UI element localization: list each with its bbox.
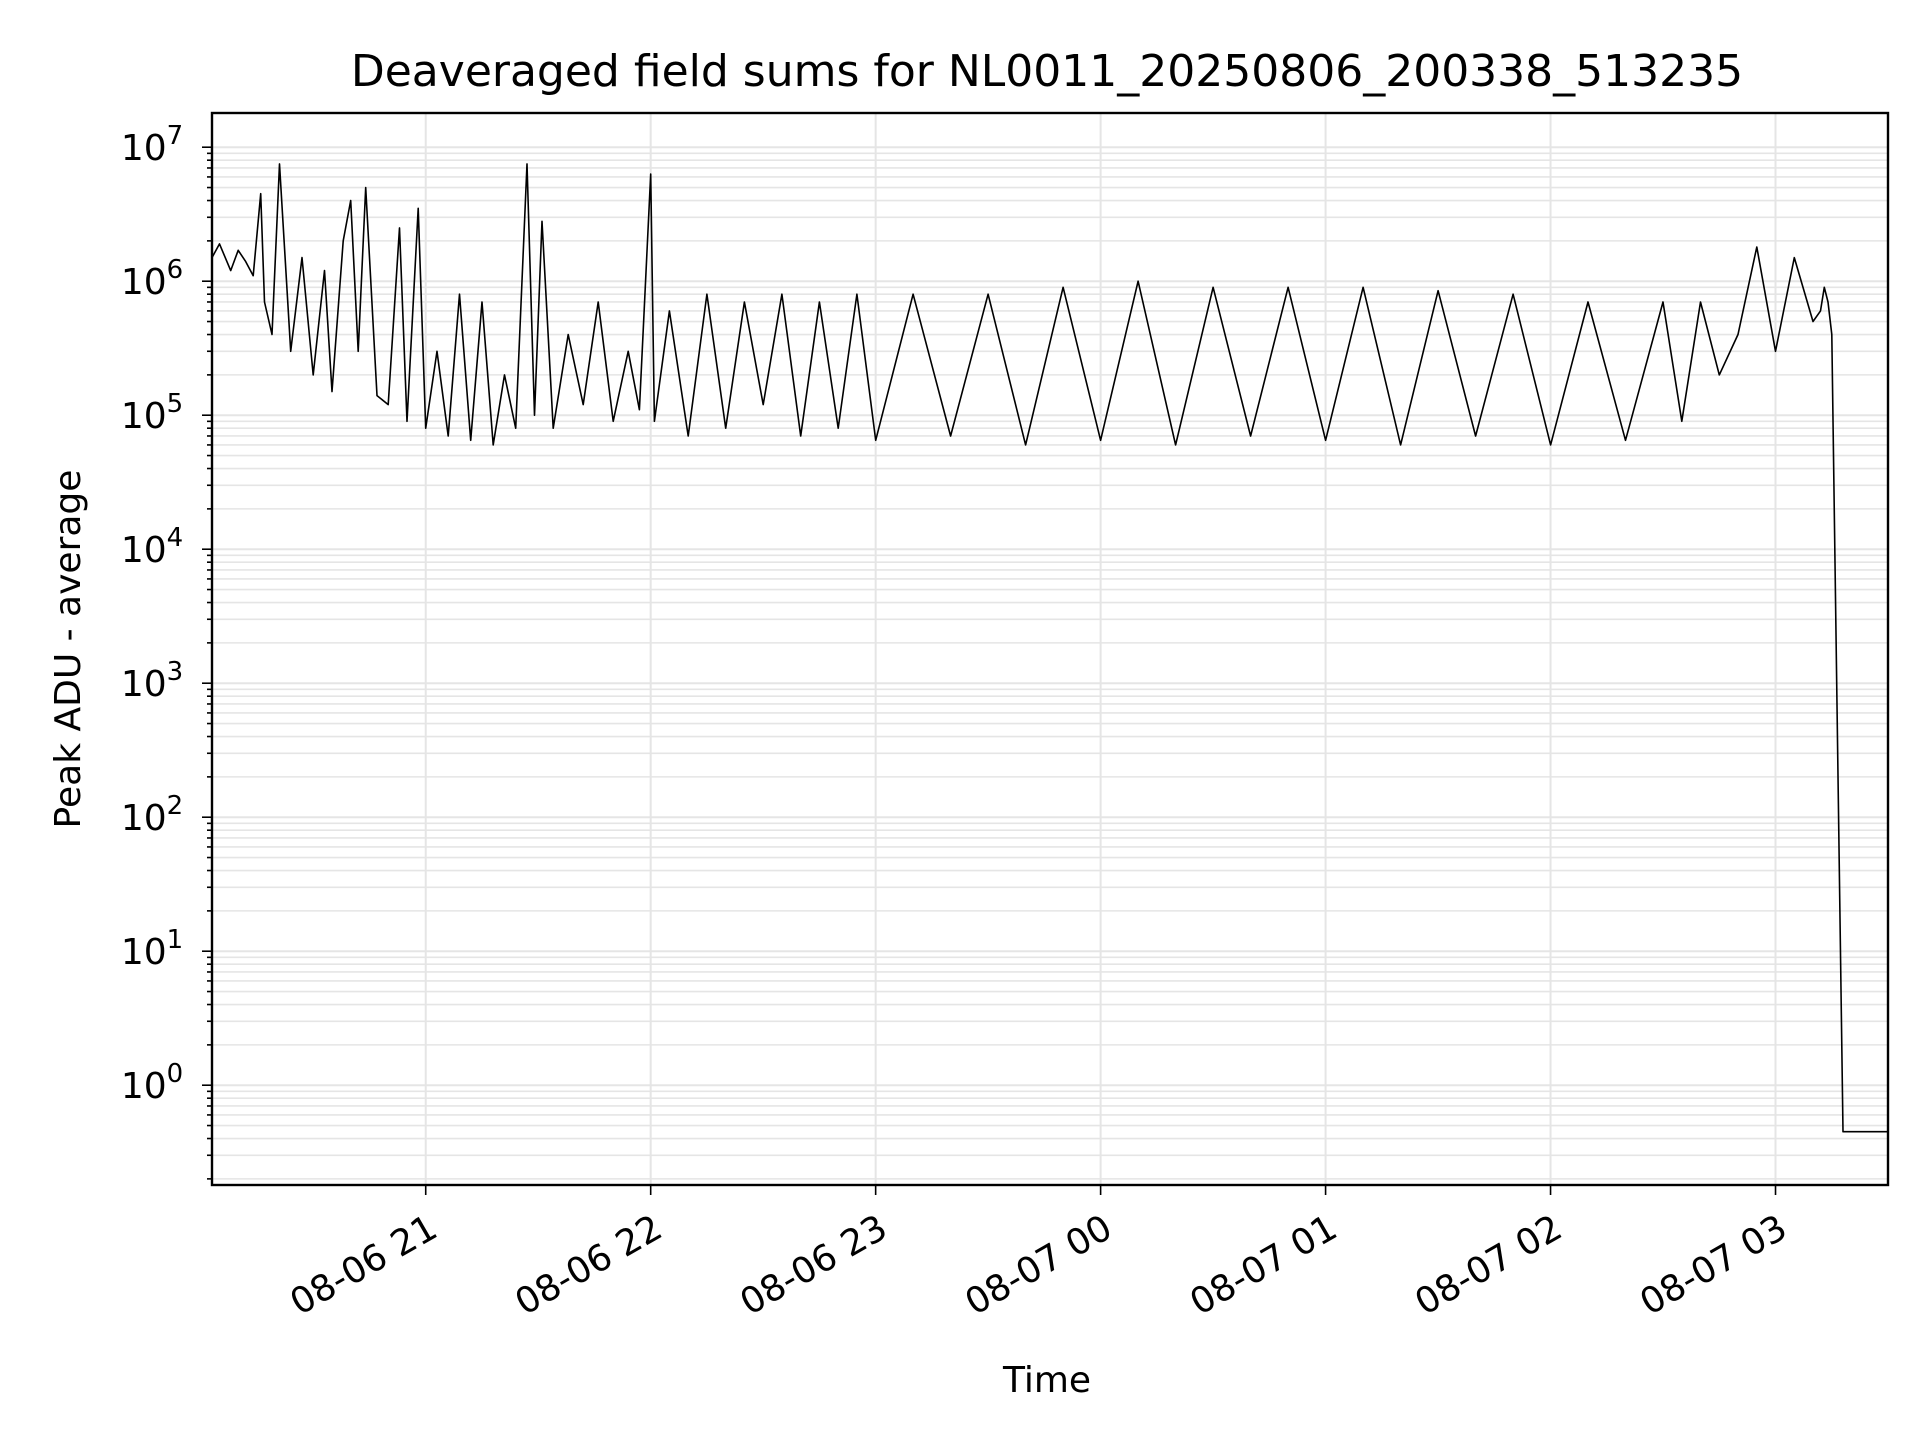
grid [212,113,1888,1185]
plot-frame [210,111,1890,1187]
y-tick-label: 105 [121,389,183,437]
y-tick-label: 102 [121,791,183,839]
series-line [211,163,1888,1133]
y-tick-label: 106 [121,255,183,303]
y-tick-label: 103 [121,657,183,705]
plot-area [211,163,1888,1133]
x-axis-label: Time [1002,1360,1091,1401]
y-axis-label: Peak ADU - average [48,470,89,829]
chart-title: Deaveraged field sums for NL0011_2025080… [351,46,1743,97]
y-tick-label: 100 [121,1059,183,1107]
y-axis: 100 101 102 103 104 105 106 107 [121,121,212,1180]
y-tick-label: 107 [121,121,183,169]
y-tick-label: 104 [121,523,183,571]
y-tick-label: 101 [121,925,183,973]
